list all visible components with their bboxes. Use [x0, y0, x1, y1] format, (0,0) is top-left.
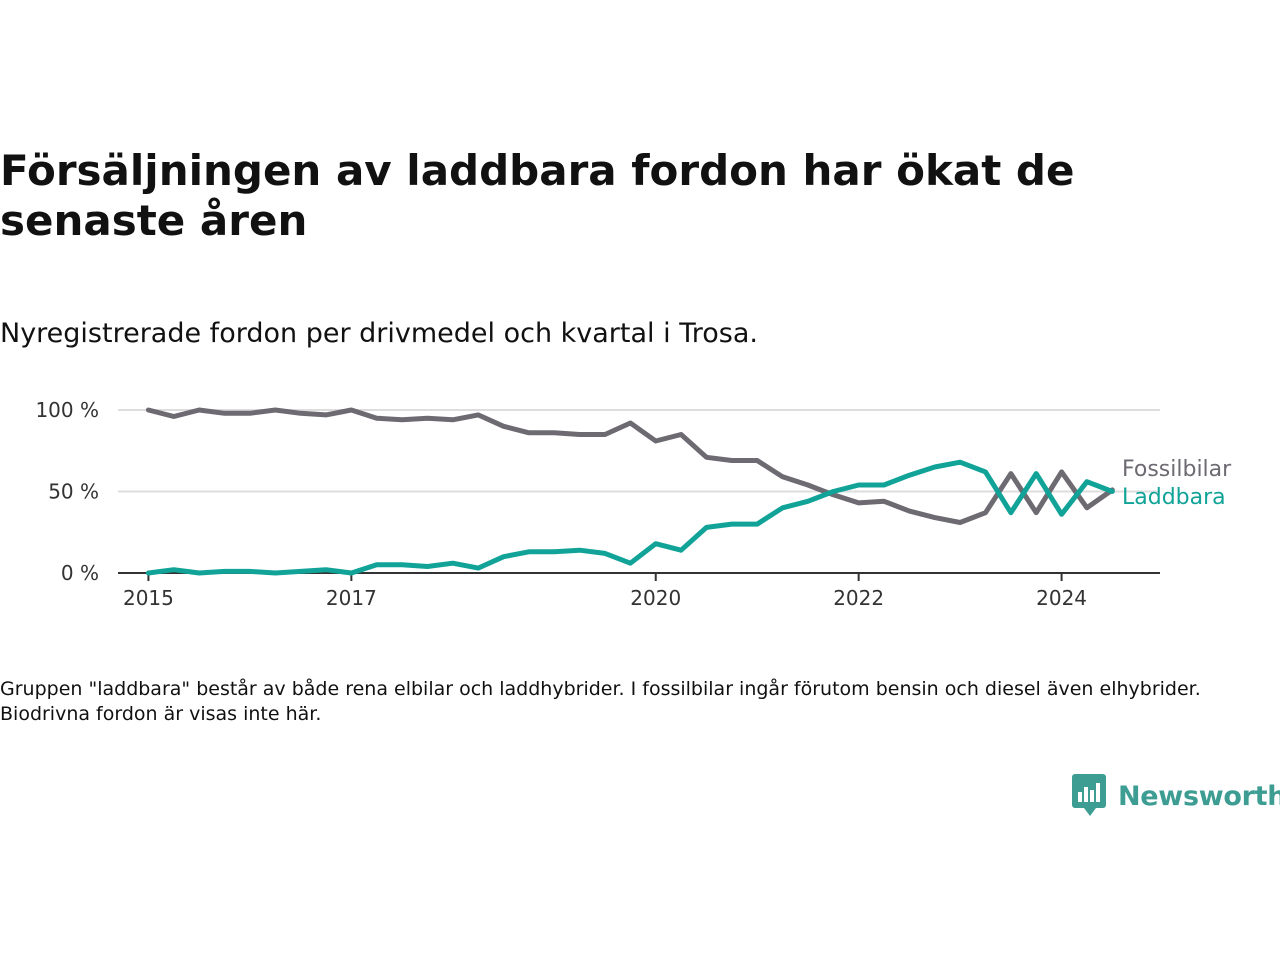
chart-subtitle: Nyregistrerade fordon per drivmedel och … [0, 318, 758, 349]
y-tick-label: 100 % [35, 398, 99, 422]
brand-logo: Newsworthy [1072, 774, 1280, 818]
series-line-laddbara [145, 459, 1115, 576]
grid-lines [118, 409, 1160, 493]
series-lines [145, 407, 1115, 576]
x-tick-label: 2020 [630, 586, 681, 610]
legend: Fossilbilar Laddbara [1122, 457, 1232, 510]
legend-label-laddbara: Laddbara [1122, 485, 1226, 510]
line-chart: 0 % 50 % 100 % 2015 2017 2020 2022 2024 Fossil… [35, 398, 1232, 610]
newsworthy-logo-icon [1072, 774, 1106, 816]
chart-title: Försäljningen av laddbara fordon har öka… [0, 146, 1075, 245]
x-tick-label: 2017 [326, 586, 377, 610]
x-axis: 2015 2017 2020 2022 2024 [123, 573, 1087, 610]
y-tick-label: 0 % [61, 561, 99, 585]
brand-name: Newsworthy [1118, 780, 1280, 812]
y-tick-label: 50 % [48, 480, 99, 504]
x-tick-label: 2015 [123, 586, 174, 610]
legend-label-fossilbilar: Fossilbilar [1122, 457, 1232, 482]
y-axis-tick-labels: 0 % 50 % 100 % [35, 398, 99, 585]
x-tick-label: 2024 [1036, 586, 1087, 610]
x-tick-label: 2022 [833, 586, 884, 610]
footnote: Gruppen "laddbara" består av både rena e… [0, 678, 1201, 725]
series-line-fossilbilar [145, 407, 1115, 525]
